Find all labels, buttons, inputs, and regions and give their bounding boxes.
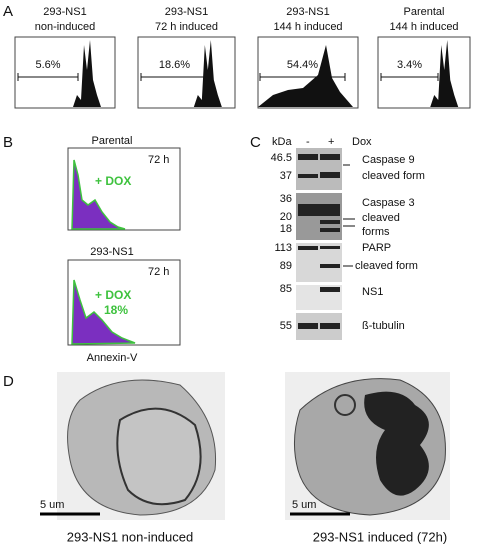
band-label: ß-tubulin xyxy=(362,320,405,332)
caption: 293-NS1 induced (72h) xyxy=(313,529,447,544)
histogram xyxy=(138,40,222,107)
gate xyxy=(259,73,346,81)
vacuole xyxy=(334,394,356,416)
lane-label: + xyxy=(328,136,334,148)
plot-title: Parental xyxy=(92,135,133,147)
histogram-title: non-induced xyxy=(35,21,96,33)
plot-frame xyxy=(67,259,181,346)
panel-label: D xyxy=(3,373,14,390)
gate xyxy=(380,73,439,81)
gate xyxy=(17,73,79,81)
band-label: PARP xyxy=(362,242,391,254)
plot-frame xyxy=(67,147,181,231)
flow-plots: Parental 72 h + DOX 293-NS1 72 h + DOX 1… xyxy=(67,135,181,364)
histogram xyxy=(71,279,136,345)
plot-frame xyxy=(257,36,359,109)
blot-strip xyxy=(296,193,342,240)
em-images: 5 um 5 um 293-NS1 non-induced 293-NS1 in… xyxy=(40,372,450,544)
plot-frame xyxy=(377,36,471,109)
bands xyxy=(298,154,340,329)
time: 72 h xyxy=(148,266,169,278)
percent: 18% xyxy=(104,303,128,317)
nucleus xyxy=(116,407,202,506)
percent: 18.6% xyxy=(159,59,190,71)
band-label: cleaved xyxy=(362,212,400,224)
marker-label: 36 xyxy=(280,193,292,205)
condition: Dox xyxy=(352,136,372,148)
histogram-title: Parental xyxy=(404,6,445,18)
histogram xyxy=(378,40,459,107)
plot-title: 293-NS1 xyxy=(90,246,133,258)
unit: kDa xyxy=(272,136,292,148)
scale-label: 5 um xyxy=(40,499,64,511)
histogram-title: 144 h induced xyxy=(273,21,342,33)
histogram-title: 293-NS1 xyxy=(165,6,208,18)
percent: 54.4% xyxy=(287,59,318,71)
histogram-title: 293-NS1 xyxy=(286,6,329,18)
marker-label: 37 xyxy=(280,170,292,182)
histogram-title: 293-NS1 xyxy=(43,6,86,18)
caption: 293-NS1 non-induced xyxy=(67,529,193,544)
nucleus xyxy=(364,391,429,496)
marker-label: 20 xyxy=(280,211,292,223)
axis-label: Annexin-V xyxy=(87,352,138,364)
histogram xyxy=(258,45,353,107)
pointer-lines xyxy=(343,164,355,267)
treatment: + DOX xyxy=(95,174,131,188)
percent: 3.4% xyxy=(397,59,422,71)
band-label: Caspase 3 xyxy=(362,197,415,209)
plot-frame xyxy=(137,36,236,109)
scale-label: 5 um xyxy=(292,499,316,511)
marker-label: 85 xyxy=(280,283,292,295)
time: 72 h xyxy=(148,154,169,166)
histogram xyxy=(15,40,101,107)
panel-label: A xyxy=(3,3,13,20)
gate xyxy=(140,73,209,81)
marker-label: 55 xyxy=(280,320,292,332)
band-label: cleaved form xyxy=(355,260,418,272)
histogram-title: 72 h induced xyxy=(155,21,218,33)
band-label: forms xyxy=(362,226,390,238)
band-label: NS1 xyxy=(362,286,383,298)
panel-label: C xyxy=(250,134,261,151)
marker-label: 89 xyxy=(280,260,292,272)
lane-label: - xyxy=(306,136,310,148)
marker-label: 113 xyxy=(274,242,292,254)
histograms: 293-NS1 non-induced 5.6% 293-NS1 72 h induce… xyxy=(14,6,471,109)
band-label: Caspase 9 xyxy=(362,154,415,166)
marker-label: 46.5 xyxy=(271,152,292,164)
band-label: cleaved form xyxy=(362,170,425,182)
treatment: + DOX xyxy=(95,288,131,302)
panel-label: B xyxy=(3,134,13,151)
histogram-title: 144 h induced xyxy=(389,21,458,33)
histogram xyxy=(71,159,126,230)
marker-label: 18 xyxy=(280,223,292,235)
percent: 5.6% xyxy=(35,59,60,71)
plot-frame xyxy=(14,36,116,109)
